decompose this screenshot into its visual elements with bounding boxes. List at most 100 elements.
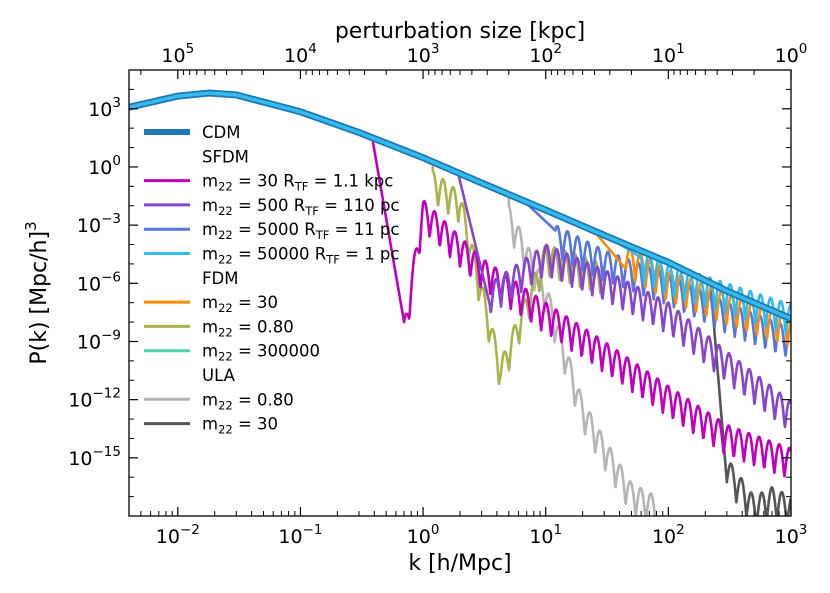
legend-entry: m22 = 0.80	[144, 390, 294, 412]
top-tick-label-base: 10	[284, 45, 308, 67]
legend-label-subscript: 22	[218, 253, 233, 267]
legend-label-subscript: 22	[218, 350, 233, 364]
legend-label-subscript: 22	[218, 423, 233, 437]
y-tick-label-exp: −3	[101, 211, 121, 227]
x-tick-label: 103	[775, 522, 808, 548]
y-tick-label-base: 10	[68, 448, 92, 470]
legend-label-part: m	[202, 317, 218, 336]
x-tick-label-base: 10	[156, 526, 180, 548]
y-tick-label: 100	[88, 153, 121, 179]
y-axis-label: P(k) [Mpc/h]3	[22, 221, 52, 364]
legend-label: m22 = 300000	[202, 342, 320, 364]
x-tick-label-base: 10	[652, 526, 676, 548]
legend-entry: m22 = 300000	[144, 342, 320, 364]
y-tick-label-base: 10	[88, 99, 112, 121]
top-tick-label-base: 10	[407, 45, 431, 67]
legend-label: m22 = 5000 RTF = 11 pc	[202, 220, 399, 242]
top-tick-label-exp: 0	[799, 41, 808, 57]
series-layer	[129, 89, 791, 516]
legend-label: m22 = 30	[202, 293, 278, 315]
top-tick-label-exp: 5	[186, 41, 195, 57]
x-tick-label-base: 10	[529, 526, 553, 548]
legend-label-part: m	[202, 196, 218, 215]
legend-label-part: = 0.80	[233, 390, 294, 409]
top-tick-label: 101	[652, 41, 685, 67]
x-tick-label: 100	[407, 522, 440, 548]
legend-label: CDM	[202, 123, 240, 142]
top-tick-label: 104	[284, 41, 317, 67]
top-tick-label: 105	[161, 41, 194, 67]
legend-label-subscript: 22	[218, 204, 233, 218]
x-tick-label-exp: 2	[676, 522, 685, 538]
legend-label-part: = 1 pc	[340, 245, 400, 264]
legend-entry: m22 = 30 RTF = 1.1 kpc	[144, 172, 393, 194]
x-tick-label: 10−1	[278, 522, 322, 548]
legend-label-part: = 30	[233, 293, 278, 312]
legend-label-subscript: 22	[218, 228, 233, 242]
legend-label: m22 = 0.80	[202, 317, 294, 339]
x-tick-label-exp: −1	[303, 522, 323, 538]
top-tick-label: 103	[407, 41, 440, 67]
legend-entry: m22 = 0.80	[144, 317, 294, 339]
legend-label-subscript: TF	[294, 180, 309, 194]
top-tick-label-base: 10	[529, 45, 553, 67]
y-tick-label: 10−6	[77, 269, 121, 295]
y-tick-label-exp: −6	[101, 269, 121, 285]
legend-entry: SFDM	[202, 147, 249, 166]
y-tick-label-exp: 3	[112, 95, 121, 111]
y-tick-label-exp: −12	[93, 386, 122, 402]
x-tick-label-exp: 3	[799, 522, 808, 538]
top-tick-label-base: 10	[161, 45, 185, 67]
y-tick-label-exp: −9	[101, 327, 121, 343]
legend-label-part: = 30 R	[233, 172, 295, 191]
y-tick-label-base: 10	[77, 273, 101, 295]
legend-label: m22 = 30	[202, 415, 278, 437]
legend-entry: m22 = 30	[144, 293, 278, 315]
y-tick-label-base: 10	[88, 157, 112, 179]
x-tick-label-exp: −2	[180, 522, 200, 538]
legend-label: m22 = 50000 RTF = 1 pc	[202, 245, 399, 267]
series-cdm-line	[129, 91, 791, 321]
legend-label-part: m	[202, 415, 218, 434]
series-ula080-line	[129, 91, 657, 516]
top-tick-label-exp: 2	[554, 41, 563, 57]
top-tick-label-exp: 3	[431, 41, 440, 57]
legend-label-subscript: 22	[218, 325, 233, 339]
y-tick-label: 10−15	[68, 444, 121, 470]
legend-label-part: = 0.80	[233, 317, 294, 336]
legend-label-subscript: TF	[304, 204, 319, 218]
y-tick-label-base: 10	[68, 390, 92, 412]
legend-label: ULA	[202, 366, 236, 385]
x-tick-label-base: 10	[278, 526, 302, 548]
legend-entry: m22 = 5000 RTF = 11 pc	[144, 220, 399, 242]
legend-label: m22 = 30 RTF = 1.1 kpc	[202, 172, 393, 194]
legend-label-part: = 30	[233, 415, 278, 434]
x-tick-label: 101	[529, 522, 562, 548]
top-axis-label: perturbation size [kpc]	[335, 19, 585, 44]
legend-entry: FDM	[202, 269, 238, 288]
legend-label-subscript: TF	[325, 253, 340, 267]
legend-label: SFDM	[202, 147, 249, 166]
y-tick-label-exp: −15	[93, 444, 122, 460]
y-tick-label: 10−9	[77, 327, 121, 353]
x-tick-label: 10−2	[156, 522, 200, 548]
y-axis-label-text: P(k) [Mpc/h]	[27, 231, 52, 365]
legend-label-part: m	[202, 293, 218, 312]
legend-label-part: m	[202, 342, 218, 361]
legend-entry: m22 = 30	[144, 415, 278, 437]
top-tick-label: 100	[775, 41, 808, 67]
ticks-layer: 10−2 10−1 100 101 102 10310310010−310−610−910…	[68, 41, 807, 548]
legend-entry: CDM	[144, 123, 240, 142]
x-tick-label-base: 10	[775, 526, 799, 548]
legend-label-part: m	[202, 172, 218, 191]
legend-label-subscript: 22	[218, 398, 233, 412]
legend-label-subscript: 22	[218, 301, 233, 315]
x-tick-label-base: 10	[407, 526, 431, 548]
top-tick-label-base: 10	[652, 45, 676, 67]
legend-label-part: = 50000 R	[233, 245, 327, 264]
top-tick-label-exp: 4	[308, 41, 317, 57]
top-tick-label: 102	[529, 41, 562, 67]
y-tick-label: 10−12	[68, 386, 121, 412]
